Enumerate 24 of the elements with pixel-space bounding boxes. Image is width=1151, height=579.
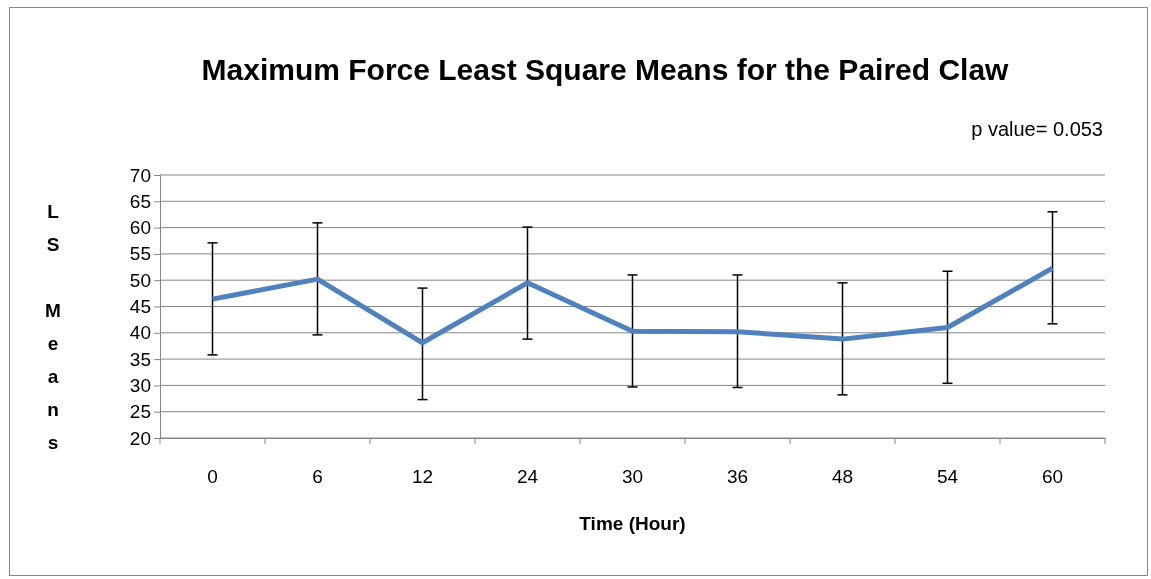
y-tick-label: 65 bbox=[129, 190, 151, 212]
y-tick-label: 40 bbox=[129, 322, 151, 344]
x-tick-label: 36 bbox=[726, 466, 749, 488]
x-tick-label: 0 bbox=[207, 466, 218, 488]
y-tick-label: 60 bbox=[129, 217, 151, 239]
x-tick-label: 54 bbox=[936, 466, 959, 488]
x-tick-label: 24 bbox=[516, 466, 539, 488]
y-tick-label: 30 bbox=[129, 374, 151, 396]
x-axis-title: Time (Hour) bbox=[579, 513, 686, 534]
y-tick-label: 50 bbox=[129, 269, 151, 291]
chart-title: Maximum Force Least Square Means for the Paired Claw bbox=[201, 53, 1010, 86]
y-tick-label: 35 bbox=[129, 348, 151, 370]
x-tick-label: 12 bbox=[411, 466, 434, 488]
x-tick-label: 60 bbox=[1041, 466, 1064, 488]
x-tick-label: 30 bbox=[621, 466, 644, 488]
text: LS Means bbox=[45, 201, 61, 453]
y-tick-label: 70 bbox=[129, 164, 151, 186]
x-tick-label: 48 bbox=[831, 466, 854, 488]
text: p value= 0.053 bbox=[971, 118, 1103, 140]
y-tick-label: 45 bbox=[129, 296, 151, 318]
y-tick-label: 20 bbox=[129, 427, 151, 449]
y-tick-label: 25 bbox=[129, 401, 151, 423]
x-tick-label: 6 bbox=[312, 466, 323, 488]
y-tick-label: 55 bbox=[129, 243, 151, 265]
